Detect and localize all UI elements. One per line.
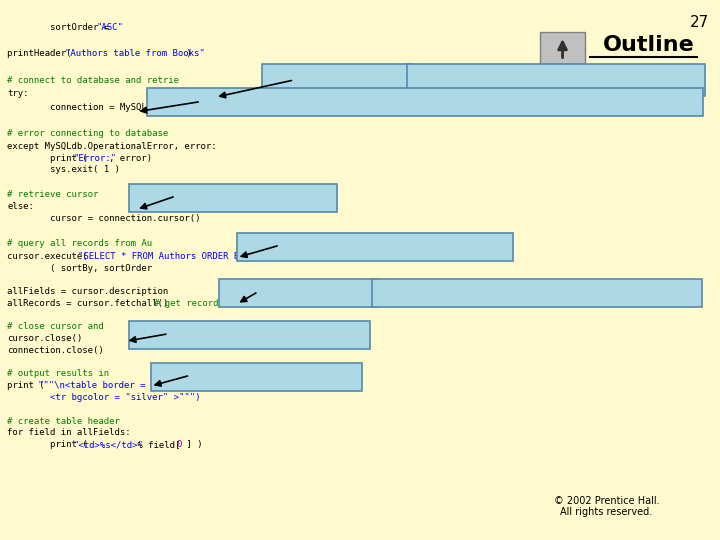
Text: "Error:": "Error:" bbox=[74, 154, 117, 163]
Text: MySQLdb.OperationalError: MySQLdb.OperationalError bbox=[317, 97, 475, 107]
Text: <tr bgcolor = "silver" >"""): <tr bgcolor = "silver" >""") bbox=[7, 393, 201, 402]
Text: print (: print ( bbox=[7, 440, 88, 449]
Text: # close cursor and: # close cursor and bbox=[7, 322, 104, 331]
Text: "SELECT * FROM Authors ORDER BY %s %s": "SELECT * FROM Authors ORDER BY %s %s" bbox=[78, 252, 283, 261]
Text: contains information about fields: contains information about fields bbox=[407, 288, 583, 298]
Text: ] ): ] ) bbox=[181, 440, 202, 449]
Text: 27: 27 bbox=[690, 15, 709, 30]
Text: Close: Close bbox=[138, 330, 171, 340]
FancyBboxPatch shape bbox=[540, 66, 585, 98]
Text: "Authors table from Books": "Authors table from Books" bbox=[65, 49, 204, 58]
Text: cursor.close(): cursor.close() bbox=[7, 334, 82, 343]
FancyBboxPatch shape bbox=[147, 88, 703, 116]
FancyBboxPatch shape bbox=[262, 64, 413, 96]
Text: allRecords = cursor.fetchall(): allRecords = cursor.fetchall() bbox=[7, 299, 184, 308]
Text: 0: 0 bbox=[176, 440, 181, 449]
Text: Outline: Outline bbox=[603, 35, 695, 55]
Text: object: object bbox=[221, 330, 256, 340]
Text: Specify database as value of keyword: Specify database as value of keyword bbox=[416, 75, 616, 85]
Text: exception: exception bbox=[441, 97, 495, 107]
Text: sortOrder =: sortOrder = bbox=[7, 23, 114, 32]
Text: "<td>%s</td>": "<td>%s</td>" bbox=[74, 440, 144, 449]
Text: "Books": "Books" bbox=[172, 103, 210, 112]
Text: Create: Create bbox=[138, 193, 176, 202]
Text: %: % bbox=[248, 252, 258, 261]
Text: # connect to database and retrie: # connect to database and retrie bbox=[7, 76, 179, 85]
Text: ion: ion bbox=[206, 330, 222, 340]
Text: # error connecting to database: # error connecting to database bbox=[7, 129, 168, 138]
Text: object: object bbox=[206, 193, 241, 202]
Text: for field in allFields:: for field in allFields: bbox=[7, 428, 131, 437]
Text: connection.close(): connection.close() bbox=[7, 346, 104, 355]
Text: , error): , error) bbox=[109, 154, 153, 163]
Text: © 2002 Prentice Hall.
All rights reserved.: © 2002 Prentice Hall. All rights reserve… bbox=[554, 496, 659, 517]
Text: cursor.execute(: cursor.execute( bbox=[7, 252, 93, 261]
Text: allFields = cursor.description: allFields = cursor.description bbox=[7, 287, 168, 296]
FancyBboxPatch shape bbox=[150, 363, 362, 391]
Text: cursor = connection.cursor(): cursor = connection.cursor() bbox=[7, 214, 201, 223]
Text: MySQLdb.connect: MySQLdb.connect bbox=[156, 97, 262, 107]
Text: ): ) bbox=[181, 49, 192, 58]
Text: Execute query against database: Execute query against database bbox=[246, 242, 415, 252]
Text: pt: pt bbox=[381, 288, 392, 298]
Text: ): ) bbox=[203, 103, 214, 112]
Text: Connect: Connect bbox=[307, 75, 356, 85]
Text: # retrieve cursor: # retrieve cursor bbox=[7, 190, 99, 199]
Text: """\n<table border = "1" cellpadding = "3" >: """\n<table border = "1" cellpadding = "… bbox=[38, 381, 275, 390]
FancyBboxPatch shape bbox=[129, 184, 337, 212]
Text: db: db bbox=[607, 75, 622, 85]
Text: try:: try: bbox=[7, 89, 29, 98]
Text: Connect: Connect bbox=[169, 330, 217, 340]
FancyBboxPatch shape bbox=[407, 64, 705, 96]
FancyBboxPatch shape bbox=[237, 233, 513, 261]
Text: failure raises: failure raises bbox=[234, 97, 308, 107]
Text: ( sortBy, sortOrder: ( sortBy, sortOrder bbox=[7, 264, 158, 273]
Text: "ASC": "ASC" bbox=[96, 23, 123, 32]
Text: sys.exit( 1 ): sys.exit( 1 ) bbox=[7, 165, 120, 174]
Text: else:: else: bbox=[7, 201, 34, 211]
Text: ion: ion bbox=[392, 288, 410, 298]
FancyBboxPatch shape bbox=[540, 32, 585, 64]
Text: print (: print ( bbox=[7, 381, 45, 390]
Text: # create table header: # create table header bbox=[7, 416, 120, 426]
Text: # query all records from Au: # query all records from Au bbox=[7, 239, 153, 248]
Text: Output results in table: Output results in table bbox=[160, 372, 277, 382]
Text: # output results in: # output results in bbox=[7, 369, 109, 378]
FancyBboxPatch shape bbox=[129, 321, 369, 349]
FancyBboxPatch shape bbox=[372, 279, 702, 307]
Text: printHeader(: printHeader( bbox=[7, 49, 77, 58]
Text: print (: print ( bbox=[7, 154, 88, 163]
Text: % field[: % field[ bbox=[132, 440, 186, 449]
Text: # get records: # get records bbox=[154, 299, 224, 308]
Text: except MySQLdb.OperationalError, error:: except MySQLdb.OperationalError, error: bbox=[7, 142, 217, 151]
Text: connection = MySQLdb.connect(: connection = MySQLdb.connect( bbox=[7, 103, 206, 112]
Text: Obtain all records: Obtain all records bbox=[228, 288, 321, 298]
Text: Create: Create bbox=[271, 75, 309, 85]
FancyBboxPatch shape bbox=[219, 279, 377, 307]
Text: Cursor: Cursor bbox=[175, 193, 213, 202]
